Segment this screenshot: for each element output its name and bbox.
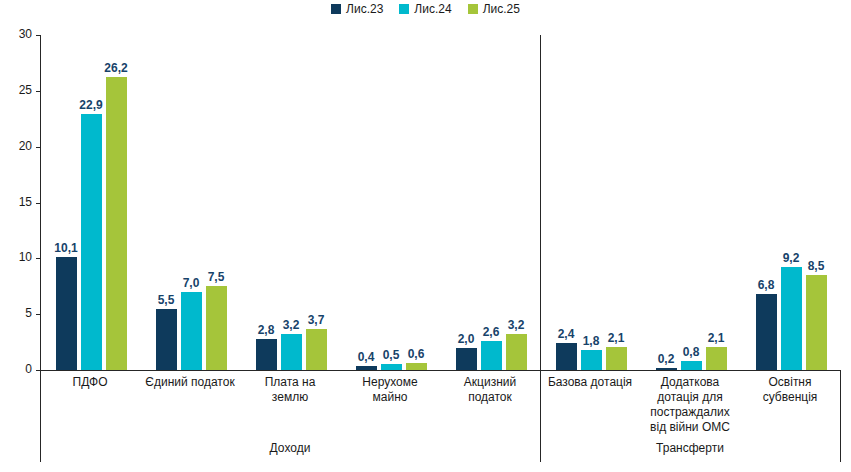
category-divider-line bbox=[840, 370, 841, 462]
legend-swatch-Лис.23 bbox=[331, 4, 341, 14]
y-tick-mark bbox=[36, 91, 40, 92]
y-tick-label: 25 bbox=[6, 83, 32, 97]
bar-Лис.23 bbox=[256, 339, 277, 370]
legend-swatch-Лис.24 bbox=[399, 4, 409, 14]
bar-Лис.23 bbox=[756, 294, 777, 370]
bar-value-label: 8,5 bbox=[791, 259, 841, 273]
bar-Лис.24 bbox=[481, 341, 502, 370]
legend-label: Лис.25 bbox=[483, 2, 520, 16]
plot-area: 10,122,926,25,57,07,52,83,23,70,40,50,62… bbox=[40, 35, 841, 371]
bar-value-label: 2,1 bbox=[591, 331, 641, 345]
y-tick-label: 20 bbox=[6, 139, 32, 153]
bar-value-label: 2,1 bbox=[691, 331, 741, 345]
bar-value-label: 26,2 bbox=[91, 61, 141, 75]
bar-value-label: 0,6 bbox=[391, 347, 441, 361]
y-tick-label: 10 bbox=[6, 250, 32, 264]
category-divider-line bbox=[540, 35, 541, 462]
legend-label: Лис.23 bbox=[346, 2, 383, 16]
bar-Лис.23 bbox=[56, 257, 77, 370]
bar-Лис.24 bbox=[81, 114, 102, 370]
bar-Лис.24 bbox=[681, 361, 702, 370]
legend-item: Лис.25 bbox=[468, 2, 520, 16]
y-tick-mark bbox=[36, 35, 40, 36]
category-label: Освітня субвенція bbox=[738, 375, 842, 405]
legend-item: Лис.24 bbox=[399, 2, 451, 16]
bar-Лис.23 bbox=[656, 368, 677, 370]
bar-Лис.24 bbox=[181, 292, 202, 370]
category-divider-line bbox=[40, 370, 41, 462]
bar-Лис.25 bbox=[306, 329, 327, 370]
bar-Лис.25 bbox=[506, 334, 527, 370]
category-label: Додаткова дотація для постраждалих від в… bbox=[638, 375, 742, 435]
y-tick-mark bbox=[36, 203, 40, 204]
bar-Лис.25 bbox=[606, 347, 627, 370]
category-label: Нерухоме майно bbox=[338, 375, 442, 405]
category-axis: ПДФОЄдиний податокПлата на землюНерухоме… bbox=[40, 375, 840, 439]
category-label: Акцизний податок bbox=[438, 375, 542, 405]
bar-value-label: 3,2 bbox=[491, 318, 541, 332]
y-tick-label: 5 bbox=[6, 306, 32, 320]
bar-Лис.23 bbox=[156, 309, 177, 370]
legend-label: Лис.24 bbox=[414, 2, 451, 16]
legend-item: Лис.23 bbox=[331, 2, 383, 16]
legend-swatch-Лис.25 bbox=[468, 4, 478, 14]
y-tick-mark bbox=[36, 147, 40, 148]
y-tick-label: 30 bbox=[6, 27, 32, 41]
y-tick-mark bbox=[36, 258, 40, 259]
y-tick-label: 15 bbox=[6, 195, 32, 209]
bar-Лис.25 bbox=[406, 363, 427, 370]
bar-Лис.25 bbox=[806, 275, 827, 370]
bar-Лис.23 bbox=[456, 348, 477, 370]
bar-value-label: 3,7 bbox=[291, 313, 341, 327]
category-label: Базова дотація bbox=[538, 375, 642, 390]
axis-group-label: Доходи bbox=[40, 441, 540, 455]
bar-Лис.24 bbox=[581, 350, 602, 370]
bar-Лис.23 bbox=[356, 366, 377, 370]
axis-group-label: Трансферти bbox=[540, 441, 840, 455]
bar-value-label: 7,5 bbox=[191, 270, 241, 284]
category-label: Плата на землю bbox=[238, 375, 342, 405]
category-label: ПДФО bbox=[38, 375, 142, 390]
bar-Лис.24 bbox=[781, 267, 802, 370]
y-tick-label: 0 bbox=[6, 362, 32, 376]
legend: Лис.23 Лис.24 Лис.25 bbox=[0, 2, 851, 16]
bar-Лис.24 bbox=[381, 364, 402, 370]
bar-Лис.25 bbox=[206, 286, 227, 370]
bar-Лис.25 bbox=[706, 347, 727, 370]
bar-Лис.24 bbox=[281, 334, 302, 370]
bar-chart: Лис.23Лис.24Лис.25 10,122,926,25,57,07,5… bbox=[0, 0, 851, 472]
y-tick-mark bbox=[36, 314, 40, 315]
bar-Лис.25 bbox=[106, 77, 127, 370]
category-label: Єдиний податок bbox=[138, 375, 242, 390]
